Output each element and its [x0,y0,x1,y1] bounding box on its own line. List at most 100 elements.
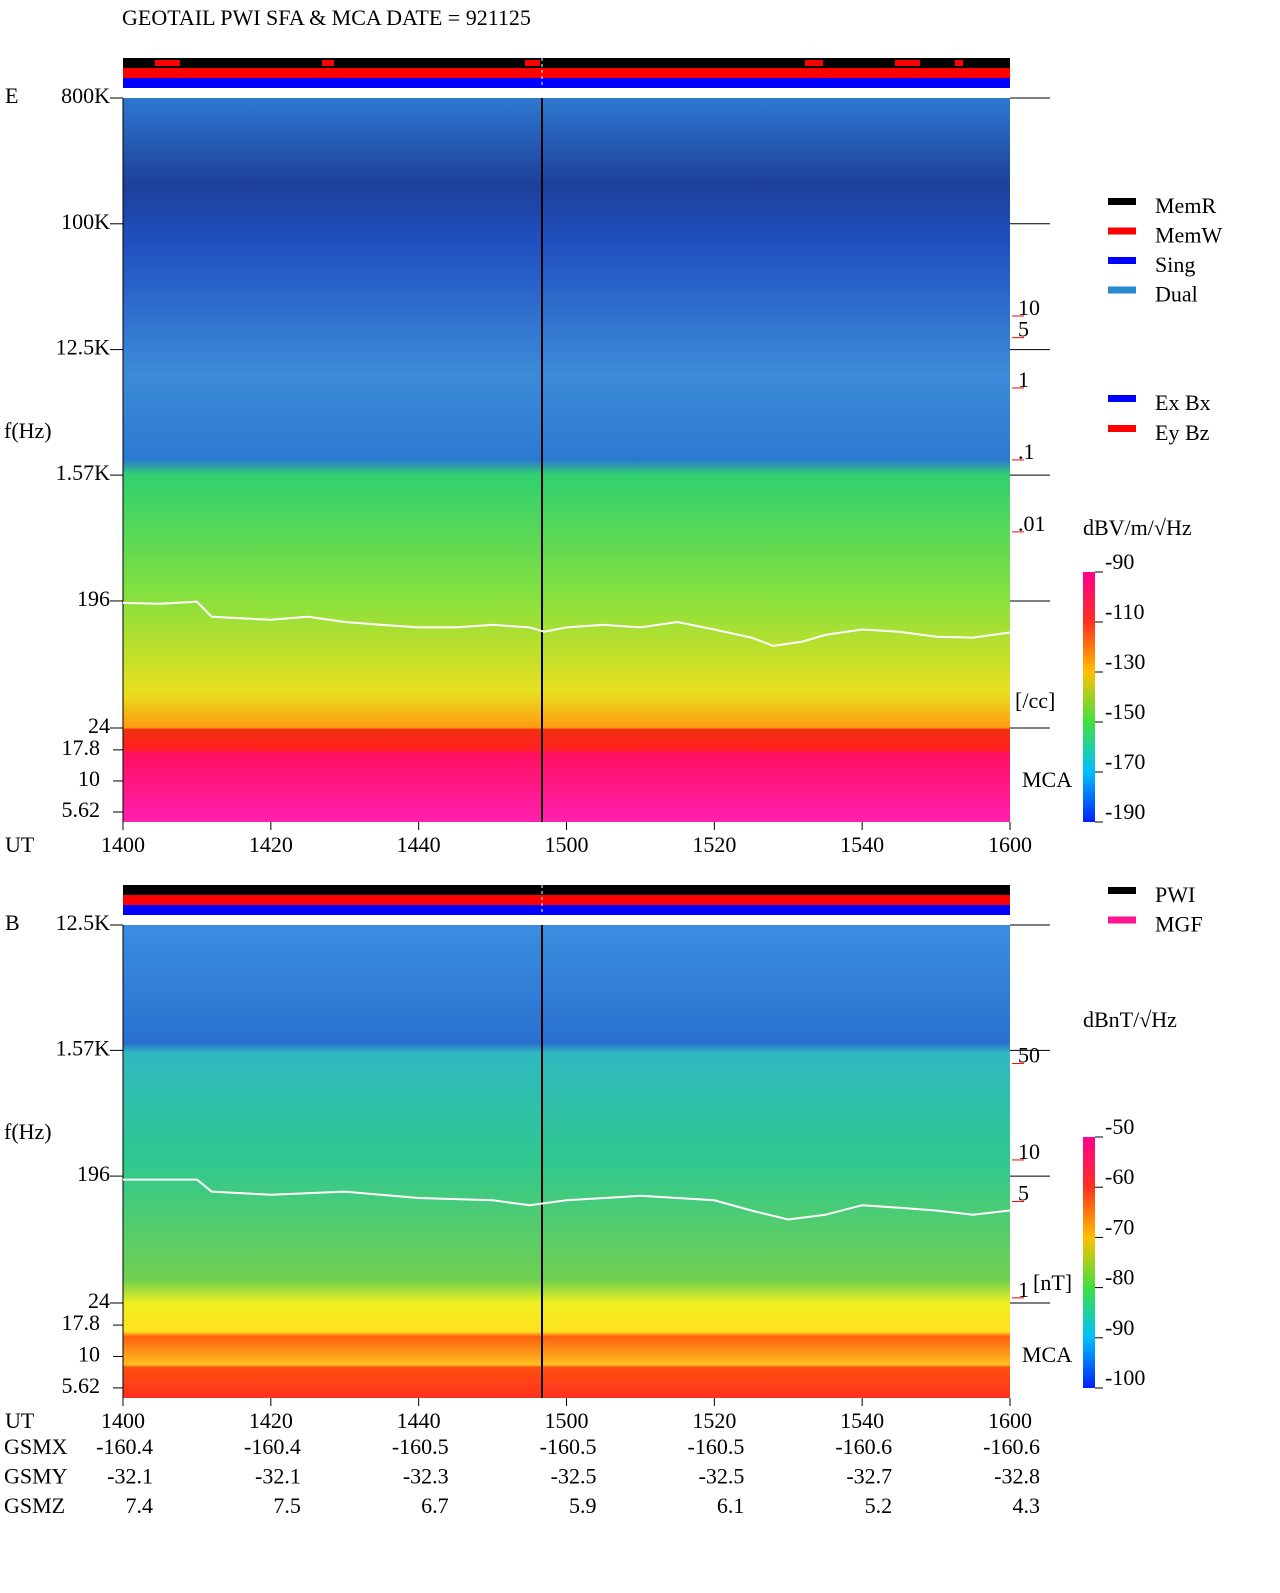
position-value: -160.6 [983,1434,1040,1459]
y-axis-label: f(Hz) [4,1119,52,1144]
y-axis-label: f(Hz) [4,418,52,443]
legend-swatch [1108,257,1136,264]
y-tick-label: 24 [88,1288,110,1313]
x-tick-label: 1500 [545,1408,589,1433]
y-tick-label: 800K [61,83,110,108]
colorbar-tick-label: -70 [1105,1214,1134,1239]
spectrogram-b [123,925,1010,1398]
position-value: -160.4 [96,1434,153,1459]
legend-label: MGF [1155,912,1203,937]
x-axis-label: UT [5,832,35,857]
position-value: 5.9 [569,1493,597,1518]
legend-label: MemR [1155,193,1216,218]
status-bars [123,58,1010,925]
x-tick-label: 1420 [249,832,293,857]
legend-swatch [1108,916,1136,924]
position-value: -32.7 [846,1464,892,1489]
legend-swatch [1108,286,1136,294]
x-tick-label: 1500 [545,832,589,857]
position-value: 6.1 [717,1493,745,1518]
colorbar-tick-label: -110 [1105,599,1145,624]
legend-swatch [1108,425,1136,432]
legend-swatch [1108,887,1136,894]
density-line [123,1178,1011,1221]
position-value: 5.2 [865,1493,893,1518]
y-tick-label: 196 [77,1161,110,1186]
legend-swatch [1108,198,1136,205]
legend-label: Sing [1155,252,1195,277]
spectrogram-e [123,98,1010,822]
y-tick-label: 1.57K [56,1035,111,1060]
colorbar-tick-label: -150 [1105,699,1145,724]
mca-label: MCA [1022,767,1072,792]
y-tick-label: 1.57K [56,460,111,485]
colorbar [1083,1137,1095,1388]
density-line [122,600,1011,647]
row-label: GSMY [4,1464,68,1489]
y2-tick-label: 5 [1018,1181,1029,1206]
colorbar-tick-label: -90 [1105,549,1134,574]
mca-label: MCA [1022,1342,1072,1367]
y2-tick-label: 10 [1018,1139,1040,1164]
legend-swatch [1108,227,1136,235]
colorbar [1083,572,1095,822]
position-value: -160.5 [392,1434,449,1459]
x-tick-label: 1520 [692,832,736,857]
x-tick-label: 1600 [988,1408,1032,1433]
position-value: 7.4 [126,1493,154,1518]
x-tick-label: 1520 [692,1408,736,1433]
legend-swatch [1108,395,1136,402]
x-tick-label: 1400 [101,832,145,857]
x-tick-label: 1400 [101,1408,145,1433]
position-value: -160.5 [540,1434,597,1459]
colorbar-tick-label: -80 [1105,1265,1134,1290]
position-value: -160.6 [835,1434,892,1459]
y2-tick-label: 10 [1018,295,1040,320]
y2-tick-label: .1 [1018,439,1035,464]
position-value: -32.3 [403,1464,449,1489]
colorbar-tick-label: -50 [1105,1114,1134,1139]
x-tick-label: 1600 [988,832,1032,857]
position-value: -32.1 [255,1464,301,1489]
y2-tick-label: 1 [1018,1277,1029,1302]
x-tick-label: 1540 [840,832,884,857]
colorbar-tick-label: -90 [1105,1315,1134,1340]
x-axis-label: UT [5,1408,35,1433]
colorbar-tick-label: -100 [1105,1365,1145,1390]
colorbar-tick-label: -170 [1105,749,1145,774]
mca-tick-label: 17.8 [62,1310,101,1335]
panel-label: B [5,910,20,935]
position-value: -32.5 [551,1464,597,1489]
y-tick-label: 12.5K [56,910,111,935]
colorbar-label: dBnT/√Hz [1083,1007,1177,1032]
colorbar-tick-label: -190 [1105,799,1145,824]
colorbar-label: dBV/m/√Hz [1083,515,1192,540]
colorbar-tick-label: -130 [1105,649,1145,674]
legend-label: PWI [1155,882,1195,907]
y-tick-label: 12.5K [56,335,111,360]
colorbar-tick-label: -60 [1105,1164,1134,1189]
position-value: -160.5 [688,1434,745,1459]
position-value: 7.5 [273,1493,301,1518]
row-label: GSMZ [4,1493,65,1518]
legend-label: Ey Bz [1155,420,1210,445]
y-tick-label: 100K [61,209,110,234]
legend-label: MemW [1155,223,1222,248]
mca-tick-label: 10 [78,766,100,791]
position-value: 6.7 [421,1493,449,1518]
position-value: -32.5 [699,1464,745,1489]
title: GEOTAIL PWI SFA & MCA DATE = 921125 [122,5,531,30]
position-value: 4.3 [1013,1493,1041,1518]
position-value: -32.8 [994,1464,1040,1489]
y2-axis-label: [nT] [1033,1270,1072,1295]
mca-tick-label: 10 [78,1342,100,1367]
mca-tick-label: 17.8 [62,735,101,760]
y2-tick-label: 1 [1018,367,1029,392]
mca-tick-label: 5.62 [62,797,101,822]
position-value: -32.1 [107,1464,153,1489]
y2-tick-label: 5 [1018,317,1029,342]
y-tick-label: 24 [88,713,110,738]
y-tick-label: 196 [77,586,110,611]
y2-tick-label: .01 [1018,511,1046,536]
